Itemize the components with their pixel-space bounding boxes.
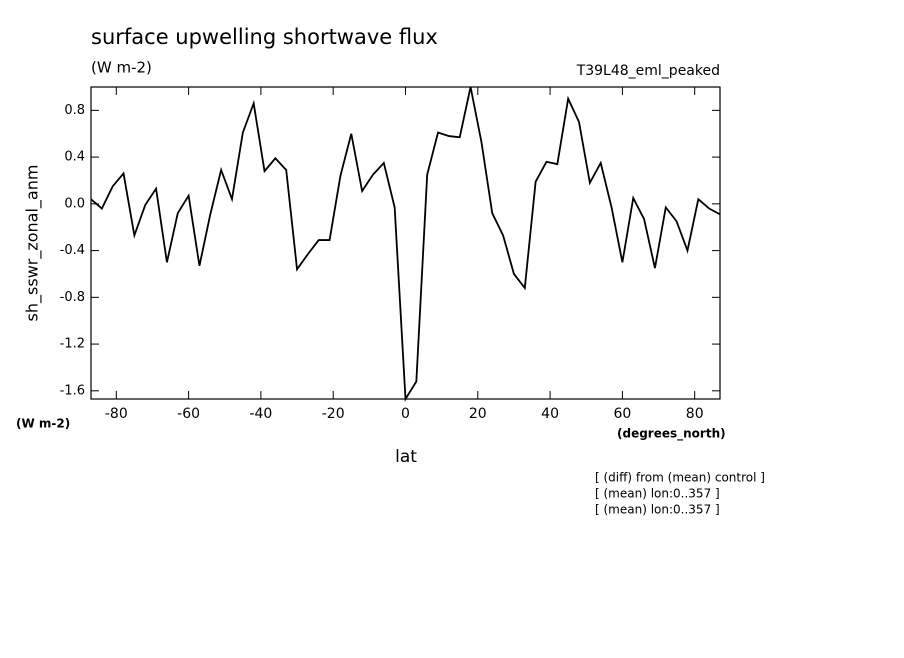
x-tick-label: -40 (249, 406, 272, 422)
x-axis-label: lat (395, 447, 417, 467)
x-tick-label: 40 (541, 406, 559, 422)
note: [ (diff) from (mean) control ] (595, 471, 765, 485)
x-units: (degrees_north) (617, 427, 726, 442)
data-line (90, 86, 721, 402)
note: [ (mean) lon:0..357 ] (595, 487, 720, 501)
x-tick-label: -20 (322, 406, 345, 422)
y-tick-label: 0.4 (64, 150, 85, 165)
annotation: T39L48_eml_peaked (576, 63, 720, 79)
y-tick-label: -0.4 (60, 243, 85, 258)
x-tick-label: 20 (469, 406, 487, 422)
x-tick-label: 0 (401, 406, 410, 422)
y-tick-label: -1.2 (60, 337, 85, 352)
y-axis-label: sh_sswr_zonal_anm (23, 165, 43, 322)
x-tick-label: 60 (613, 406, 631, 422)
y-tick-label: 0.8 (64, 103, 85, 118)
y-tick-label: 0.0 (64, 196, 85, 211)
x-tick-label: -60 (177, 406, 200, 422)
y-tick-label: -1.6 (60, 383, 85, 398)
chart-title: surface upwelling shortwave flux (91, 25, 438, 49)
y-units: (W m-2) (16, 417, 70, 431)
x-tick-label: 80 (686, 406, 704, 422)
note: [ (mean) lon:0..357 ] (595, 503, 720, 517)
subtitle: (W m-2) (91, 59, 152, 77)
x-tick-label: -80 (105, 406, 128, 422)
y-tick-label: -0.8 (60, 290, 85, 305)
